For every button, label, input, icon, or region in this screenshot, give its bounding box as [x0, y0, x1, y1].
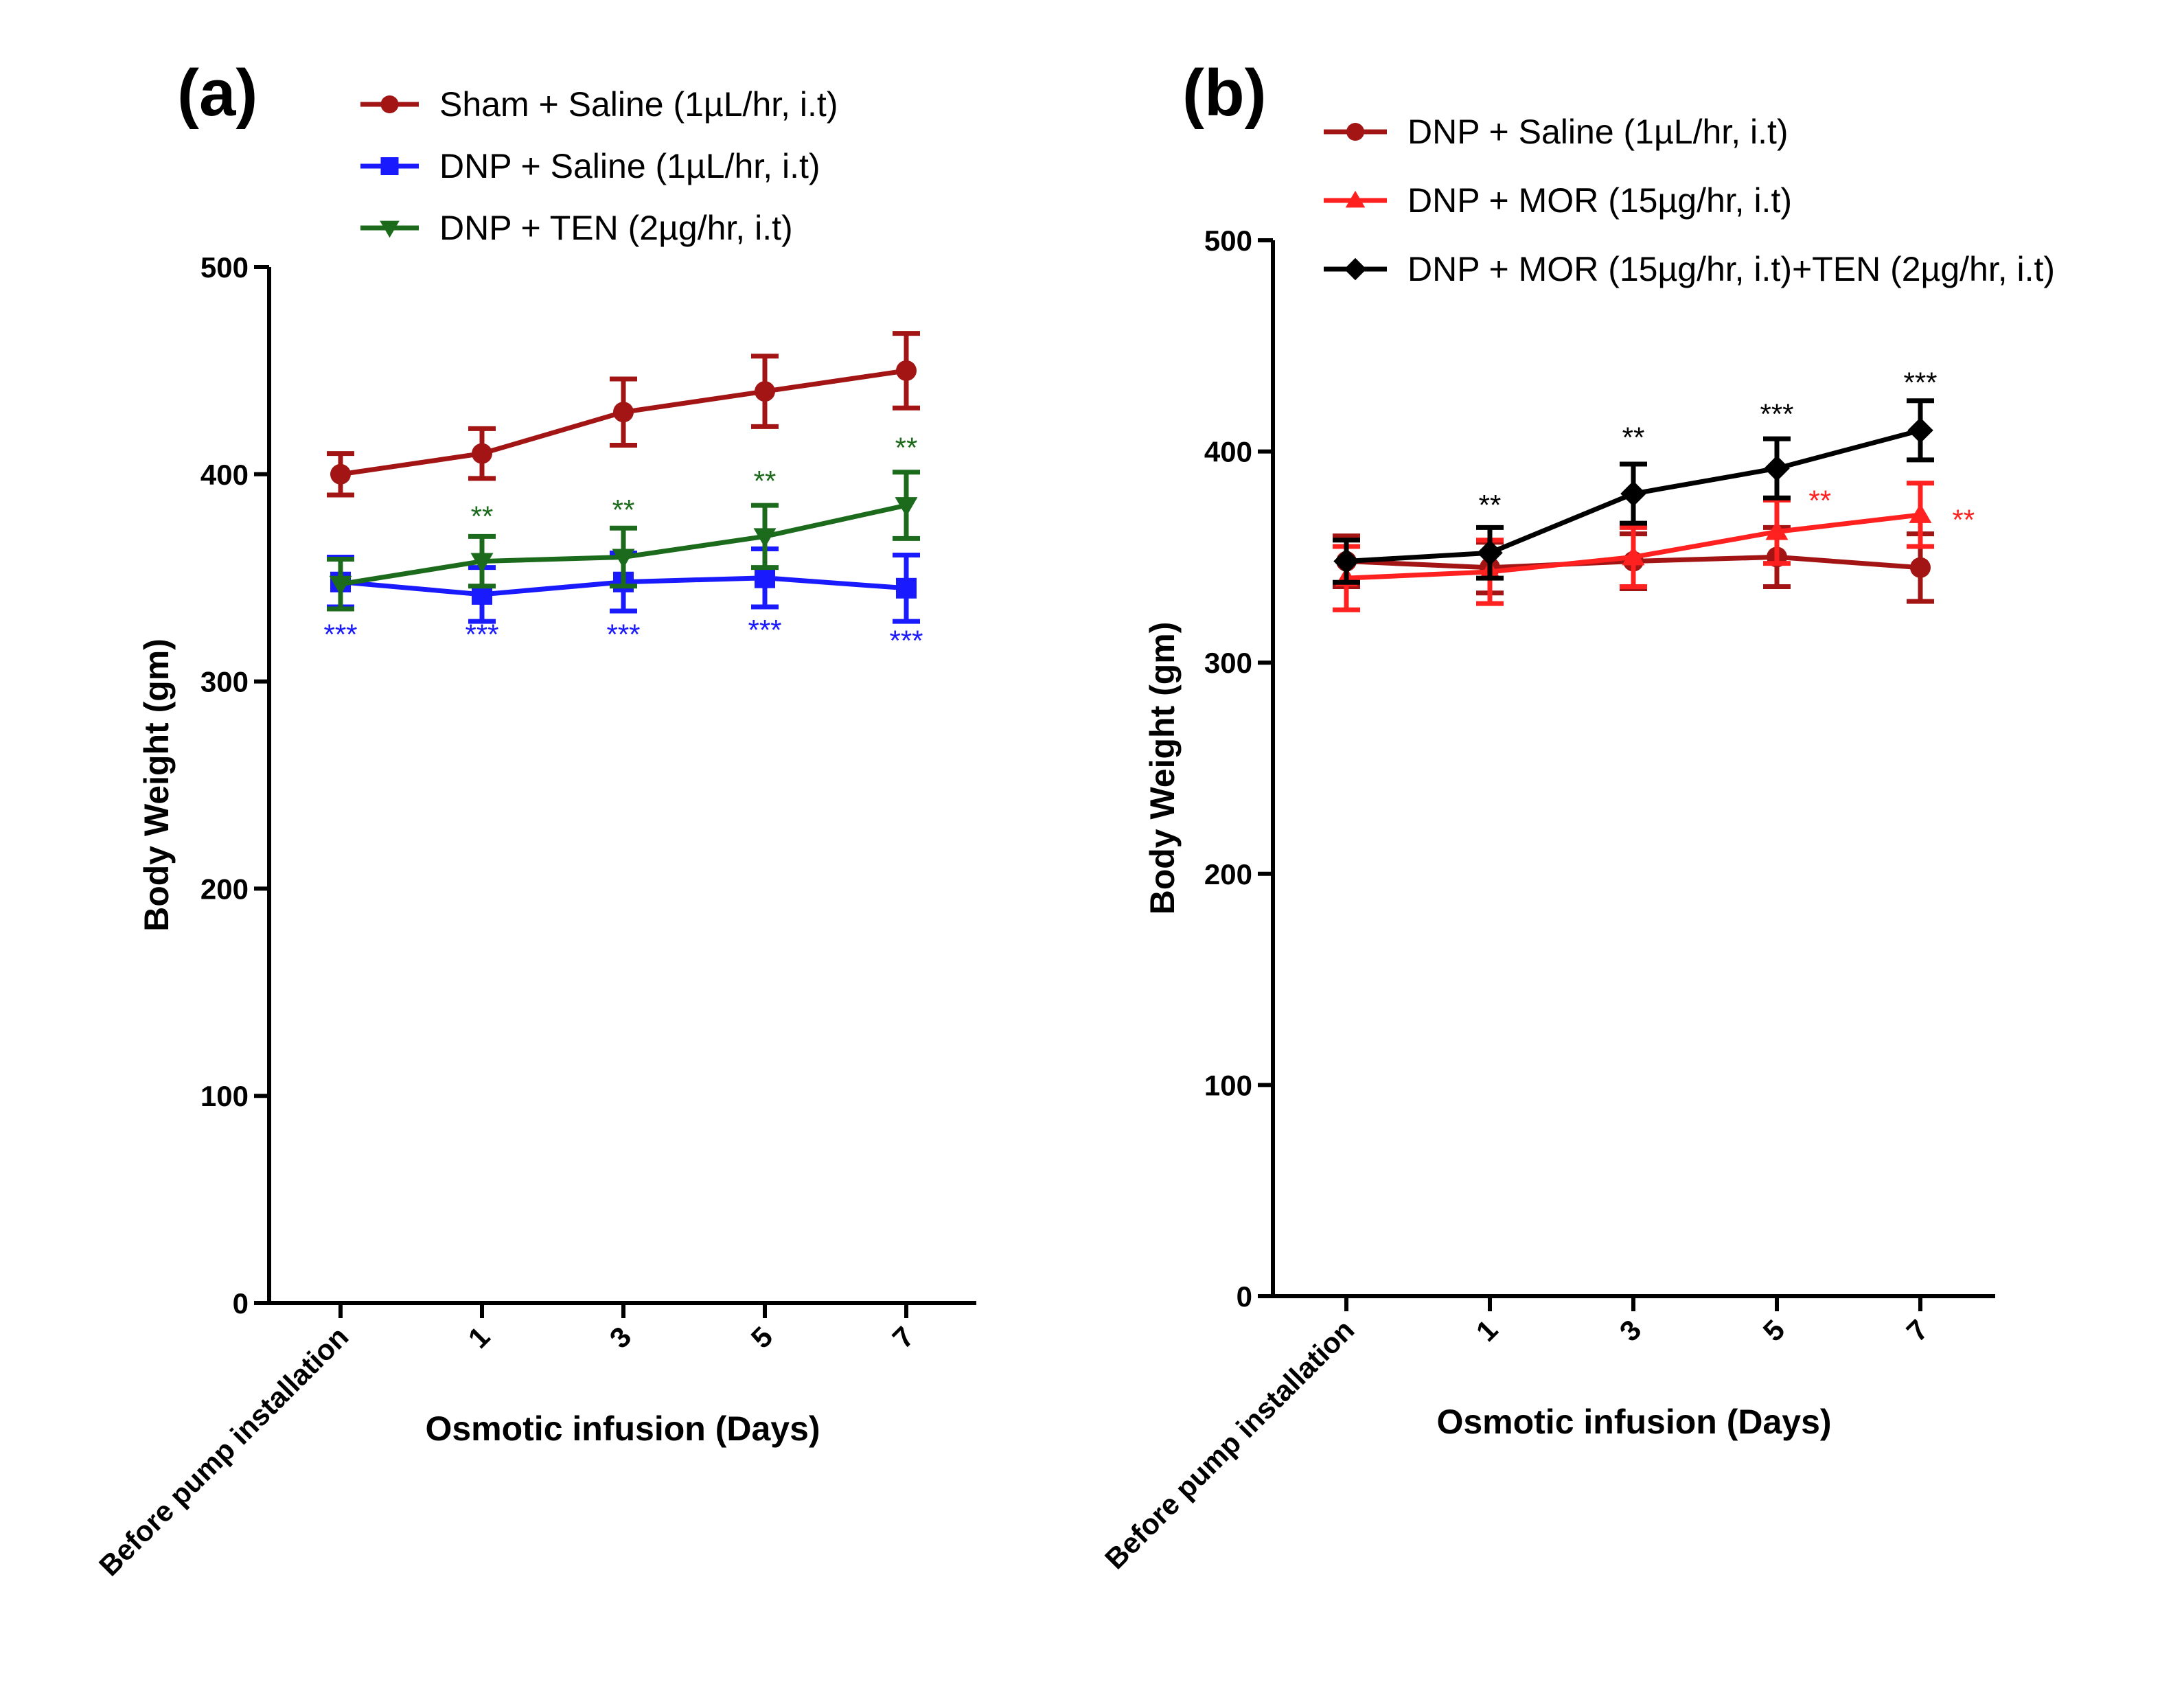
legend-label: Sham + Saline (1µL/hr, i.t) [439, 85, 838, 124]
data-point [1333, 548, 1359, 575]
y-tick-label: 100 [1204, 1069, 1252, 1101]
data-point [613, 402, 634, 423]
x-tick-label: 5 [745, 1320, 779, 1355]
data-point [1765, 520, 1789, 540]
significance-label: *** [1760, 398, 1793, 430]
data-point [1907, 417, 1933, 443]
significance-label: ** [612, 494, 635, 526]
y-tick-label: 500 [1204, 224, 1252, 257]
legend-label: DNP + MOR (15µg/hr, i.t)+TEN (2µg/hr, i.… [1407, 250, 2055, 288]
legend-marker [1345, 190, 1366, 208]
panel-label: (b) [1182, 56, 1267, 130]
x-tick-label: 3 [1613, 1313, 1648, 1348]
y-tick-label: 200 [1204, 858, 1252, 890]
y-tick-label: 0 [233, 1287, 249, 1320]
series-3 [327, 470, 920, 612]
significance-label: *** [1903, 366, 1937, 398]
x-tick-label: 7 [1900, 1313, 1935, 1348]
data-point [1622, 545, 1645, 566]
legend-marker [380, 95, 399, 113]
significance-label: ** [1808, 485, 1831, 517]
y-tick-label: 400 [200, 459, 249, 491]
data-point [896, 577, 917, 599]
data-point [1910, 557, 1931, 578]
data-point [753, 528, 777, 548]
significance-label: *** [748, 614, 781, 646]
x-tick-label: Before pump installation [1099, 1313, 1360, 1575]
significance-label: *** [606, 618, 640, 650]
legend-marker [1346, 123, 1364, 141]
legend: DNP + Saline (1µL/hr, i.t) DNP + MOR (15µ… [1324, 113, 2055, 288]
x-tick-label: Before pump installation [93, 1320, 354, 1582]
panel-a: (a) 0 100 200 300 400 500 Before pump installat… [93, 56, 976, 1582]
series-1 [327, 331, 920, 498]
significance-label: ** [895, 432, 918, 464]
data-point [755, 567, 775, 588]
y-tick-label: 500 [200, 251, 249, 284]
data-point [896, 360, 917, 381]
x-tick-label: 1 [462, 1320, 496, 1355]
y-tick-label: 200 [200, 873, 249, 905]
data-point [612, 549, 635, 569]
data-point [470, 553, 494, 573]
significance-label: ** [1952, 503, 1975, 535]
significance-label: ** [1622, 421, 1645, 453]
y-axis-title: Body Weight (gm) [1143, 622, 1182, 915]
x-tick-label: 1 [1470, 1313, 1504, 1348]
significance-label: ** [471, 500, 494, 532]
legend: Sham + Saline (1µL/hr, i.t) DNP + Saline … [360, 85, 838, 247]
legend-label: DNP + Saline (1µL/hr, i.t) [1407, 113, 1789, 151]
data-point [1764, 455, 1790, 481]
x-axis-title: Osmotic infusion (Days) [425, 1409, 820, 1448]
legend-label: DNP + MOR (15µg/hr, i.t) [1407, 181, 1792, 220]
data-point [755, 381, 775, 402]
y-tick-label: 300 [1204, 647, 1252, 679]
x-tick-label: 7 [886, 1320, 921, 1355]
legend-label: DNP + TEN (2µg/hr, i.t) [439, 209, 793, 247]
panel-b: (b) 0 100 200 300 400 500 Before pump installat… [1099, 56, 2055, 1576]
data-point [472, 443, 492, 464]
data-point [895, 497, 918, 517]
y-tick-label: 400 [1204, 436, 1252, 468]
data-point [330, 463, 351, 485]
legend-marker [380, 220, 400, 238]
data-point [1477, 540, 1503, 566]
significance-label: *** [323, 618, 357, 650]
y-tick-label: 0 [1237, 1280, 1252, 1313]
data-point [1909, 503, 1932, 523]
legend-marker [1344, 257, 1367, 281]
significance-label: *** [889, 624, 923, 656]
series-3 [1333, 398, 1934, 585]
significance-label: ** [1479, 489, 1502, 521]
legend-label: DNP + Saline (1µL/hr, i.t) [439, 147, 820, 185]
legend-marker [380, 157, 399, 175]
significance-label: ** [754, 465, 777, 497]
panel-label: (a) [177, 56, 257, 130]
x-tick-label: 5 [1757, 1313, 1791, 1348]
data-point [1620, 481, 1646, 507]
y-axis-title: Body Weight (gm) [137, 638, 176, 932]
x-tick-label: 3 [604, 1320, 638, 1355]
x-axis-title: Osmotic infusion (Days) [1436, 1403, 1831, 1441]
significance-label: *** [465, 618, 498, 650]
data-point [329, 575, 352, 596]
y-tick-label: 300 [200, 666, 249, 698]
y-tick-label: 100 [200, 1080, 249, 1112]
